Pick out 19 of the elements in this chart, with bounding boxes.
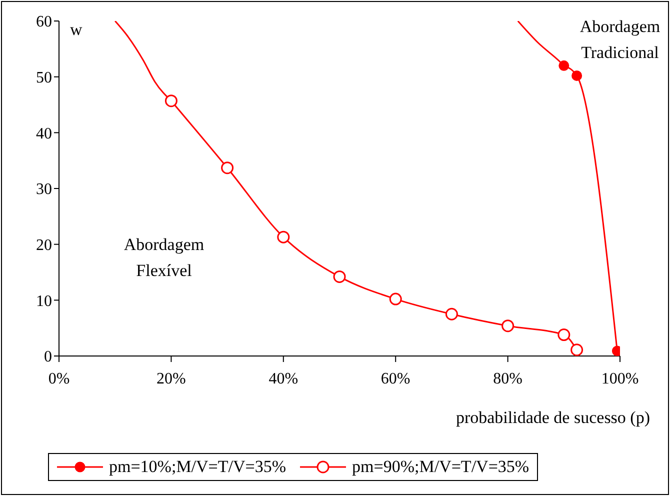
- legend-label: pm=90%;M/V=T/V=35%: [352, 457, 530, 477]
- y-tick-label: 40: [36, 125, 52, 142]
- y-tick-label: 30: [36, 181, 52, 198]
- x-tick-label: 20%: [156, 370, 186, 388]
- y-tick-label: 50: [36, 70, 52, 87]
- x-tick-label: 80%: [493, 370, 522, 388]
- y-tick-label: 60: [36, 14, 52, 31]
- annotation: Abordagem Tradicional: [578, 16, 662, 64]
- y-tick-label: 0: [44, 348, 52, 366]
- x-tick-label: 60%: [380, 370, 410, 388]
- x-axis-title: probabilidade de sucesso (p): [456, 408, 650, 428]
- y-tick-label: 20: [36, 237, 52, 254]
- y-axis-title: w: [70, 20, 82, 40]
- annotation: Abordagem Flexível: [122, 234, 206, 282]
- y-tick-label: 10: [36, 292, 52, 310]
- x-tick-label: 100%: [601, 370, 639, 388]
- x-tick-label: 40%: [268, 370, 298, 388]
- legend-label: pm=10%;M/V=T/V=35%: [109, 457, 286, 477]
- x-tick-label: 0%: [48, 370, 70, 388]
